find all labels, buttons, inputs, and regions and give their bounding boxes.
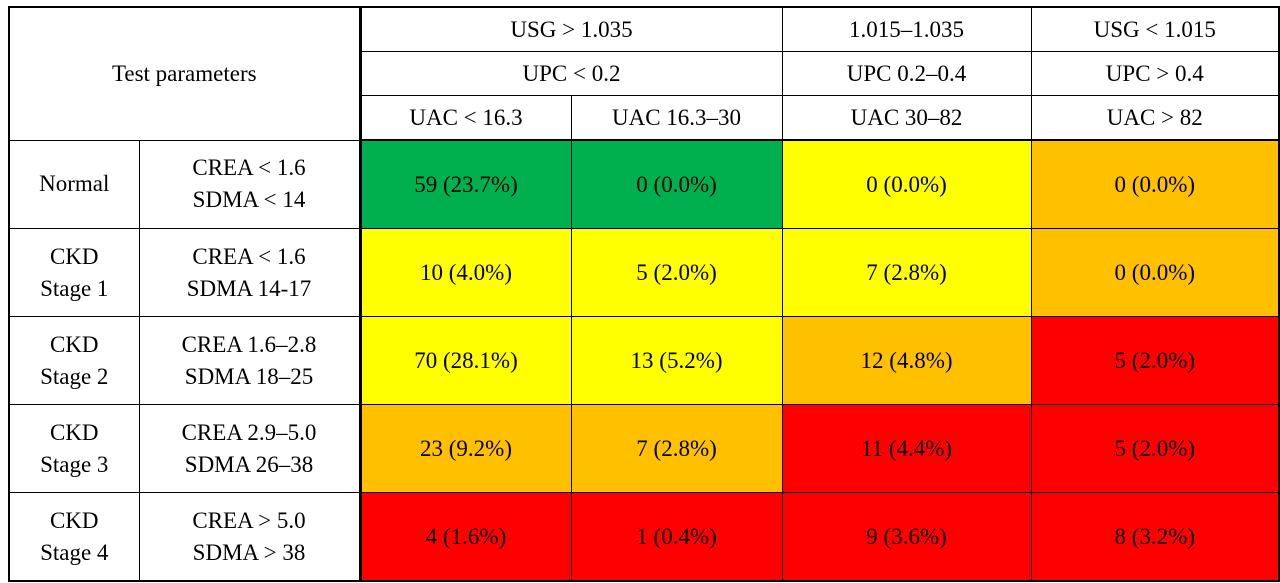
header-row-uac: UAC < 16.3 UAC 16.3–30 UAC 30–82 UAC > 8…: [9, 95, 1280, 141]
count-cell: 12 (4.8%): [781, 316, 1032, 405]
upc-header-low: UPC < 0.2: [358, 51, 783, 96]
criteria-line: CREA < 1.6: [192, 155, 306, 181]
stage-label: CKD Stage 4: [8, 492, 140, 582]
count-cell: 7 (2.8%): [570, 404, 783, 493]
count-cell: 9 (3.6%): [781, 492, 1032, 582]
criteria-line: CREA > 5.0: [192, 507, 306, 533]
stage-label: CKD Stage 2: [8, 316, 140, 405]
count-cell: 0 (0.0%): [1030, 139, 1280, 229]
table-row: CKD Stage 4 CREA > 5.0 SDMA > 38 4 (1.6%) 1 (…: [8, 492, 1280, 582]
criteria-line: SDMA 14-17: [186, 275, 312, 301]
header-row-usg: Test parameters USG > 1.035 1.015–1.035 …: [8, 6, 1280, 141]
criteria-line: SDMA > 38: [192, 539, 306, 565]
test-parameter-criteria: CREA < 1.6 SDMA < 14: [138, 139, 361, 229]
stage-label: CKD Stage 1: [8, 228, 140, 317]
count-cell: 70 (28.1%): [358, 316, 572, 405]
stage-label-line: Stage 2: [40, 363, 109, 389]
criteria-line: CREA 1.6–2.8: [181, 331, 317, 357]
stage-label: CKD Stage 3: [8, 404, 140, 493]
stage-label: Normal: [8, 139, 140, 229]
count-cell: 4 (1.6%): [358, 492, 572, 582]
uac-header-2: UAC 16.3–30: [570, 95, 783, 141]
uac-header-1: UAC < 16.3: [358, 95, 572, 141]
criteria-line: SDMA < 14: [192, 187, 306, 213]
stage-label-line: CKD: [49, 331, 99, 357]
table-row: Normal CREA < 1.6 SDMA < 14 59 (23.7%) 0 (0.…: [8, 139, 1280, 229]
count-cell: 1 (0.4%): [570, 492, 783, 582]
stage-label-line: CKD: [49, 507, 99, 533]
count-cell: 7 (2.8%): [781, 228, 1032, 317]
count-cell: 10 (4.0%): [358, 228, 572, 317]
test-parameter-criteria: CREA < 1.6 SDMA 14-17: [138, 228, 361, 317]
count-cell: 0 (0.0%): [570, 139, 783, 229]
count-cell: 5 (2.0%): [570, 228, 783, 317]
count-cell: 13 (5.2%): [570, 316, 783, 405]
header-row-upc: UPC < 0.2 UPC 0.2–0.4 UPC > 0.4: [9, 51, 1280, 96]
count-cell: 5 (2.0%): [1030, 404, 1280, 493]
count-cell: 11 (4.4%): [781, 404, 1032, 493]
criteria-line: SDMA 26–38: [184, 451, 314, 477]
table-row: CKD Stage 2 CREA 1.6–2.8 SDMA 18–25 70 (28.1…: [8, 316, 1280, 405]
upc-header-high: UPC > 0.4: [1030, 51, 1280, 96]
upc-header-mid: UPC 0.2–0.4: [781, 51, 1032, 96]
table-row: CKD Stage 1 CREA < 1.6 SDMA 14-17 10 (4.0%) 5…: [8, 228, 1280, 317]
stage-label-line: Stage 1: [40, 275, 109, 301]
test-parameters-header: Test parameters: [8, 6, 361, 141]
table-row: CKD Stage 3 CREA 2.9–5.0 SDMA 26–38 23 (9.2%…: [8, 404, 1280, 493]
stage-label-line: Stage 3: [40, 451, 109, 477]
count-cell: 0 (0.0%): [1030, 228, 1280, 317]
test-parameter-criteria: CREA > 5.0 SDMA > 38: [138, 492, 361, 582]
test-parameter-criteria: CREA 2.9–5.0 SDMA 26–38: [138, 404, 361, 493]
stage-label-line: Stage 4: [40, 539, 109, 565]
count-cell: 0 (0.0%): [781, 139, 1032, 229]
stage-label-line: Normal: [39, 171, 110, 197]
uac-header-3: UAC 30–82: [781, 95, 1032, 141]
table-body: Normal CREA < 1.6 SDMA < 14 59 (23.7%) 0 (0.…: [8, 139, 1280, 582]
criteria-line: CREA 2.9–5.0: [181, 419, 317, 445]
usg-header-high: USG > 1.035: [358, 6, 783, 52]
count-cell: 23 (9.2%): [358, 404, 572, 493]
criteria-line: CREA < 1.6: [192, 243, 306, 269]
usg-header-low: USG < 1.015: [1030, 6, 1280, 52]
stage-label-line: CKD: [49, 419, 99, 445]
ckd-staging-table: Test parameters USG > 1.035 1.015–1.035 …: [8, 6, 1280, 582]
usg-header-mid: 1.015–1.035: [781, 6, 1032, 52]
criteria-line: SDMA 18–25: [184, 363, 314, 389]
test-parameter-criteria: CREA 1.6–2.8 SDMA 18–25: [138, 316, 361, 405]
count-cell: 5 (2.0%): [1030, 316, 1280, 405]
count-cell: 59 (23.7%): [358, 139, 572, 229]
uac-header-4: UAC > 82: [1030, 95, 1280, 141]
stage-label-line: CKD: [49, 243, 99, 269]
count-cell: 8 (3.2%): [1030, 492, 1280, 582]
